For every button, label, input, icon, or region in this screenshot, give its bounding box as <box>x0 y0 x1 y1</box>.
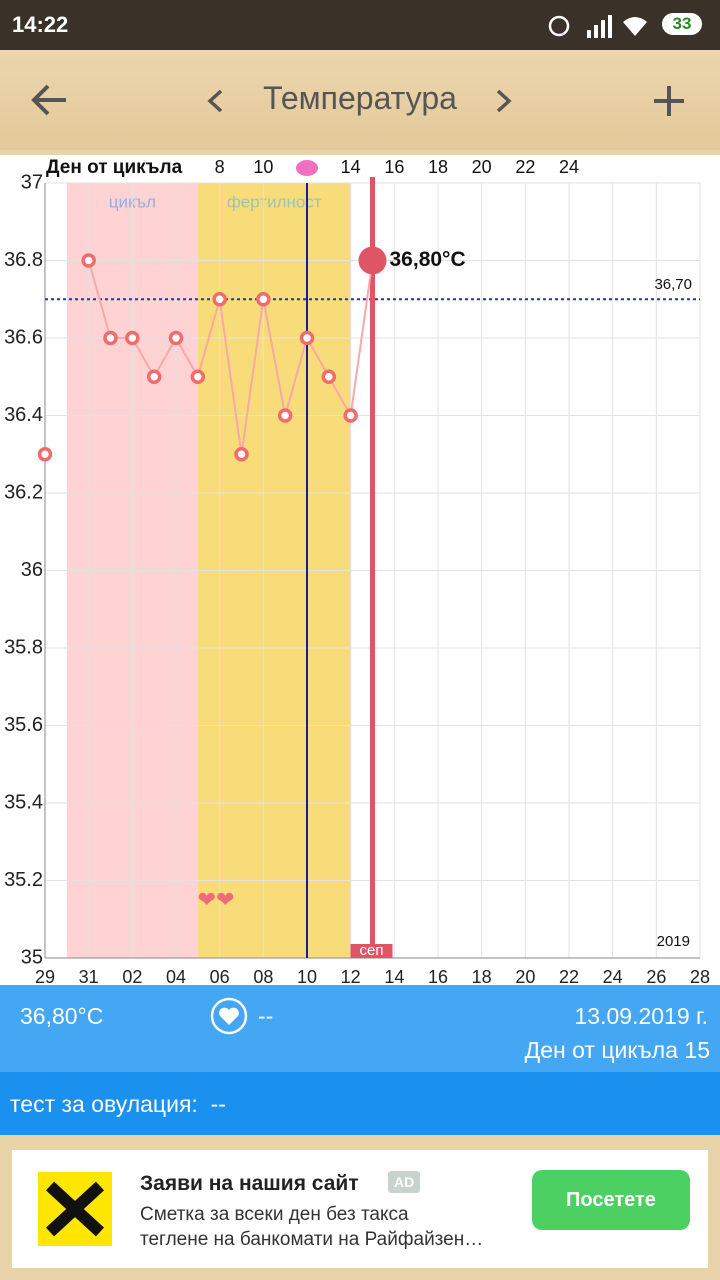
x-tick-label: 04 <box>166 967 186 985</box>
y-tick-label: 35.2 <box>4 869 43 891</box>
x-tick-label: 24 <box>603 967 623 985</box>
y-tick-label: 35.4 <box>4 791 43 813</box>
screen-title: Температура <box>263 80 457 116</box>
x-tick-label: 18 <box>472 967 492 985</box>
temperature-point <box>256 292 271 307</box>
temperature-point <box>81 253 96 268</box>
y-tick-label: 36.8 <box>4 249 43 271</box>
add-button[interactable] <box>652 84 686 118</box>
prev-button[interactable] <box>205 88 225 114</box>
x-tick-label: 26 <box>646 967 666 985</box>
ad-line: теглене на банкомати на Райфайзен… <box>140 1229 484 1250</box>
reference-label: 36,70 <box>654 276 692 293</box>
x-tick-label: 02 <box>122 967 142 985</box>
y-tick-label: 35.6 <box>4 714 43 736</box>
intercourse-value: -- <box>258 1003 274 1029</box>
phase-label: фертилност <box>227 192 322 211</box>
x-tick-label: 12 <box>341 967 361 985</box>
y-tick-label: 36.4 <box>4 404 43 426</box>
temperature-point <box>125 330 140 346</box>
intercourse-hearts: ❤❤ <box>198 887 235 912</box>
y-tick-label: 35 <box>21 946 43 968</box>
temperature-point <box>103 330 118 346</box>
temperature-point <box>146 369 162 384</box>
x2-tick-label: 24 <box>559 157 579 177</box>
ad-button[interactable]: Посетете <box>532 1170 690 1230</box>
temperature-point <box>212 292 227 307</box>
info-panel: 36,80°C -- 13.09.2019 г. Ден от цикъла 1… <box>0 985 720 1072</box>
month-label: сеп <box>360 942 384 959</box>
x2-tick-label: 8 <box>215 157 225 177</box>
x-tick-label: 06 <box>210 967 230 985</box>
ad-badge: AD <box>388 1171 421 1193</box>
status-icons <box>548 15 647 38</box>
y-tick-label: 37 <box>21 171 43 193</box>
x-tick-label: 28 <box>690 967 710 985</box>
x2-tick-label: 16 <box>384 157 404 177</box>
x-tick-label: 16 <box>428 967 448 985</box>
ovulation-test: тест за овулация: -- <box>10 1091 226 1117</box>
temperature-value: 36,80°C <box>20 1003 104 1029</box>
x-tick-label: 31 <box>79 967 99 985</box>
battery: 33 <box>662 13 702 35</box>
y-tick-label: 36.2 <box>4 481 43 503</box>
ad-banner[interactable]: Заяви на нашия сайт AD Сметка за всеки д… <box>12 1150 708 1268</box>
ovulation-dot <box>296 160 318 176</box>
x-tick-label: 08 <box>253 967 273 985</box>
x2-tick-label: 14 <box>341 157 361 177</box>
app-header: Температура <box>0 50 720 150</box>
temperature-point <box>277 408 293 423</box>
temperature-point <box>343 408 358 423</box>
temperature-point <box>234 447 249 462</box>
ovulation-test-bar[interactable]: тест за овулация: -- <box>0 1072 720 1135</box>
x2-tick-label: 18 <box>428 157 448 177</box>
x-tick-label: 29 <box>35 967 55 985</box>
value-label: 36,80°C <box>390 248 466 271</box>
temperature-point <box>190 369 206 384</box>
temperature-point <box>299 330 315 346</box>
ad-title: Заяви на нашия сайт <box>140 1172 359 1195</box>
y-tick-label: 35.8 <box>4 636 43 658</box>
year-label: 2019 <box>657 933 690 950</box>
cycle-day: Ден от цикъла 15 <box>524 1037 710 1063</box>
ad-line: Сметка за всеки ден без такса <box>140 1204 409 1225</box>
temperature-point <box>168 330 184 346</box>
ad-logo <box>38 1172 112 1246</box>
x-tick-label: 10 <box>297 967 317 985</box>
temperature-point <box>37 447 53 462</box>
back-button[interactable] <box>30 82 70 118</box>
x-tick-label: 22 <box>559 967 579 985</box>
x-tick-label: 14 <box>384 967 404 985</box>
x2-tick-label: 22 <box>515 157 535 177</box>
intercourse-icon[interactable] <box>210 997 248 1035</box>
x2-tick-label: 20 <box>472 157 492 177</box>
x2-tick-label: 10 <box>253 157 273 177</box>
temperature-point <box>321 369 337 384</box>
temperature-line <box>87 260 374 455</box>
next-button[interactable] <box>494 88 514 114</box>
y-tick-label: 36 <box>21 559 43 581</box>
selected-point <box>358 246 387 275</box>
y-tick-label: 36.6 <box>4 326 43 348</box>
date: 13.09.2019 г. <box>574 1003 708 1029</box>
x-tick-label: 20 <box>515 967 535 985</box>
x2-axis-label: Ден от цикъла <box>46 157 183 178</box>
temperature-chart: цикъл фертилност3535.235.435.635.83636.23… <box>0 155 720 985</box>
status-bar: 14:22 33 <box>0 0 720 50</box>
clock: 14:22 <box>12 12 69 37</box>
month-badge <box>350 944 393 958</box>
